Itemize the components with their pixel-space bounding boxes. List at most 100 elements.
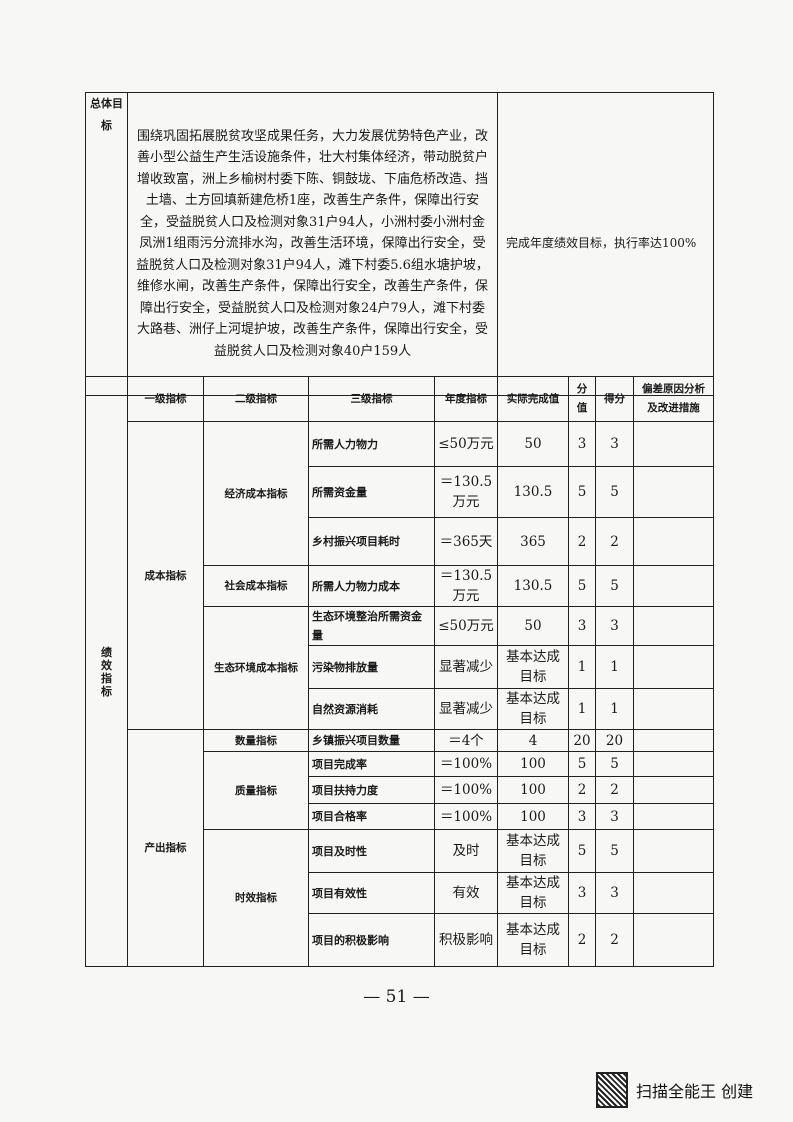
annual-target: ＝100% bbox=[434, 803, 498, 830]
level2-indicator: 经济成本指标 bbox=[203, 421, 309, 566]
weight-value: 5 bbox=[568, 829, 596, 873]
deviation-analysis bbox=[633, 466, 714, 518]
level3-indicator: 项目合格率 bbox=[308, 803, 435, 830]
score-value: 3 bbox=[595, 606, 634, 646]
level3-indicator: 项目有效性 bbox=[308, 872, 435, 914]
score-value: 5 bbox=[595, 565, 634, 607]
actual-value: 100 bbox=[497, 803, 569, 830]
level2-indicator: 数量指标 bbox=[203, 729, 309, 752]
weight-value: 2 bbox=[568, 776, 596, 804]
qr-code-icon bbox=[596, 1072, 628, 1108]
section-label-cell: 绩效指标 bbox=[85, 376, 128, 967]
score-value: 3 bbox=[595, 421, 634, 467]
table-row: 项目合格率 ＝100% 100 3 3 bbox=[86, 803, 714, 830]
level3-indicator: 项目完成率 bbox=[308, 751, 435, 777]
watermark: 扫描全能王 创建 bbox=[596, 1072, 753, 1108]
level3-indicator: 乡镇振兴项目数量 bbox=[308, 729, 435, 752]
column-header: 三级指标 bbox=[308, 376, 435, 422]
level3-indicator: 自然资源消耗 bbox=[308, 688, 435, 730]
score-value: 5 bbox=[595, 829, 634, 873]
level3-indicator: 项目扶持力度 bbox=[308, 776, 435, 804]
deviation-analysis bbox=[633, 751, 714, 777]
level3-indicator: 污染物排放量 bbox=[308, 645, 435, 689]
overall-goal-text: 围绕巩固拓展脱贫攻坚成果任务，大力发展优势特色产业，改善小型公益生产生活设施条件… bbox=[127, 92, 498, 396]
score-value: 5 bbox=[595, 751, 634, 777]
column-header: 实际完成值 bbox=[497, 376, 569, 422]
actual-value: 50 bbox=[497, 606, 569, 646]
weight-value: 1 bbox=[568, 645, 596, 689]
level2-indicator: 质量指标 bbox=[203, 751, 309, 830]
level2-indicator: 社会成本指标 bbox=[203, 565, 309, 607]
deviation-analysis bbox=[633, 645, 714, 689]
column-header: 偏差原因分析及改进措施 bbox=[633, 376, 714, 422]
score-value: 2 bbox=[595, 913, 634, 967]
score-value: 20 bbox=[595, 729, 634, 752]
actual-value: 130.5 bbox=[497, 565, 569, 607]
actual-value: 基本达成目标 bbox=[497, 913, 569, 967]
table-row: 项目有效性 有效 基本达成目标 3 3 bbox=[86, 872, 714, 914]
level1-indicator: 成本指标 bbox=[127, 421, 204, 730]
annual-target: ＝130.5万元 bbox=[434, 565, 498, 607]
weight-value: 3 bbox=[568, 421, 596, 467]
weight-value: 20 bbox=[568, 729, 596, 752]
actual-value: 基本达成目标 bbox=[497, 688, 569, 730]
deviation-analysis bbox=[633, 729, 714, 752]
deviation-analysis bbox=[633, 606, 714, 646]
table-row: 社会成本指标 所需人力物力成本 ＝130.5万元 130.5 5 5 bbox=[86, 565, 714, 607]
weight-value: 2 bbox=[568, 913, 596, 967]
deviation-analysis bbox=[633, 517, 714, 566]
annual-target: ≤50万元 bbox=[434, 606, 498, 646]
deviation-analysis bbox=[633, 565, 714, 607]
watermark-text: 扫描全能王 创建 bbox=[636, 1082, 754, 1101]
table-row: 成本指标 经济成本指标 所需人力物力 ≤50万元 50 3 3 bbox=[86, 421, 714, 730]
table-row: 项目扶持力度 ＝100% 100 2 2 bbox=[86, 776, 714, 804]
weight-value: 5 bbox=[568, 751, 596, 777]
level3-indicator: 所需资金量 bbox=[308, 466, 435, 518]
overall-goal-label: 总体目标 bbox=[85, 92, 128, 396]
weight-value: 3 bbox=[568, 606, 596, 646]
annual-target: 及时 bbox=[434, 829, 498, 873]
score-value: 5 bbox=[595, 466, 634, 518]
actual-value: 基本达成目标 bbox=[497, 645, 569, 689]
annual-target: 显著减少 bbox=[434, 645, 498, 689]
annual-target-text: 完成年度绩效目标，执行率达100% bbox=[497, 92, 714, 396]
score-value: 2 bbox=[595, 517, 634, 566]
table-row: 质量指标 项目完成率 ＝100% 100 5 5 bbox=[86, 751, 714, 830]
performance-indicator-table: 绩效指标 一级指标 二级指标 三级指标 年度指标 实际完成值 分值 得分 偏差原因分析及改进措施… bbox=[85, 376, 714, 967]
annual-target: ≤50万元 bbox=[434, 421, 498, 467]
level3-indicator: 项目及时性 bbox=[308, 829, 435, 873]
deviation-analysis bbox=[633, 872, 714, 914]
score-value: 1 bbox=[595, 688, 634, 730]
overall-goal-table: 总体目标 围绕巩固拓展脱贫攻坚成果任务，大力发展优势特色产业，改善小型公益生产生… bbox=[85, 92, 714, 396]
column-header: 年度指标 bbox=[434, 376, 498, 422]
annual-target: 积极影响 bbox=[434, 913, 498, 967]
table-row: 乡村振兴项目耗时 ＝365天 365 2 2 bbox=[86, 517, 714, 566]
annual-target: ＝100% bbox=[434, 751, 498, 777]
weight-value: 2 bbox=[568, 517, 596, 566]
score-value: 1 bbox=[595, 645, 634, 689]
level2-indicator: 生态环境成本指标 bbox=[203, 606, 309, 730]
section-label: 绩效指标 bbox=[101, 645, 112, 698]
deviation-analysis bbox=[633, 913, 714, 967]
annual-target: ＝100% bbox=[434, 776, 498, 804]
annual-target: ＝365天 bbox=[434, 517, 498, 566]
table-row: 污染物排放量 显著减少 基本达成目标 1 1 bbox=[86, 645, 714, 689]
level2-indicator: 时效指标 bbox=[203, 829, 309, 967]
table-row: 生态环境成本指标 生态环境整治所需资金量 ≤50万元 50 3 3 bbox=[86, 606, 714, 730]
table-row: 所需资金量 ＝130.5万元 130.5 5 5 bbox=[86, 466, 714, 518]
actual-value: 100 bbox=[497, 751, 569, 777]
deviation-analysis bbox=[633, 803, 714, 830]
level1-indicator: 产出指标 bbox=[127, 729, 204, 967]
annual-target: 显著减少 bbox=[434, 688, 498, 730]
actual-value: 50 bbox=[497, 421, 569, 467]
score-value: 2 bbox=[595, 776, 634, 804]
weight-value: 5 bbox=[568, 565, 596, 607]
deviation-analysis bbox=[633, 829, 714, 873]
weight-value: 3 bbox=[568, 872, 596, 914]
level3-indicator: 生态环境整治所需资金量 bbox=[308, 606, 435, 646]
level3-indicator: 乡村振兴项目耗时 bbox=[308, 517, 435, 566]
column-header: 分值 bbox=[568, 376, 596, 422]
actual-value: 365 bbox=[497, 517, 569, 566]
weight-value: 3 bbox=[568, 803, 596, 830]
column-header: 得分 bbox=[595, 376, 634, 422]
